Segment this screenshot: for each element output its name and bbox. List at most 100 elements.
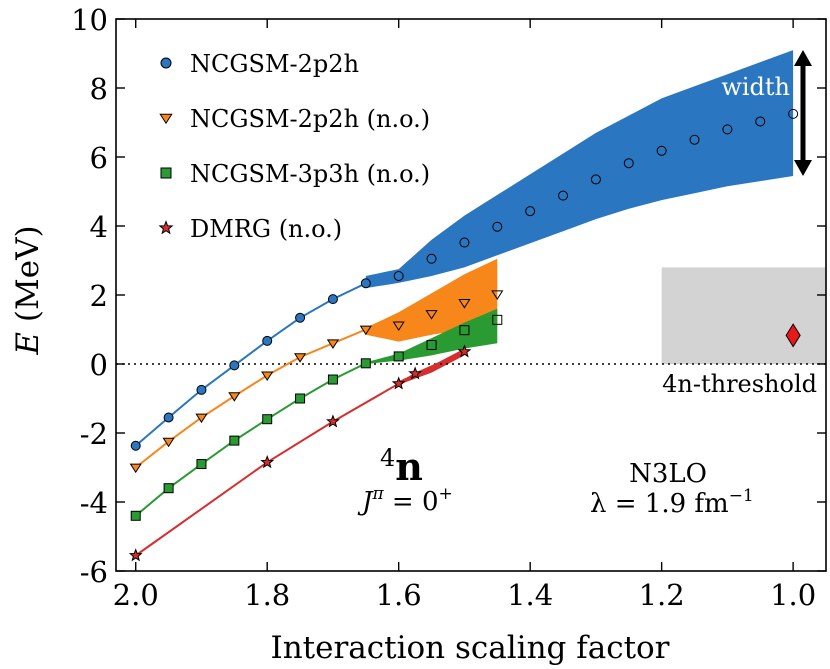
nucleus-symbol: n <box>395 444 423 489</box>
band-ncgsm-3p3h-n-o <box>365 308 498 364</box>
point-ncgsm-3p3h-n-o <box>130 510 141 521</box>
legend-item-ncgsm-3p3h-n-o: NCGSM-3p3h (n.o.) <box>160 160 430 188</box>
interaction-label: N3LO <box>629 459 707 489</box>
experiment-point <box>785 323 801 348</box>
resonance-ncgsm-2p2h <box>558 190 569 201</box>
y-tick-label: 10 <box>71 3 108 37</box>
width-arrow-head-top <box>793 50 812 67</box>
point-ncgsm-2p2h <box>229 360 240 371</box>
x-tick-label: 1.6 <box>376 578 422 612</box>
band-ncgsm-2p2h <box>365 50 794 289</box>
point-dmrg-n-o <box>391 376 406 390</box>
x-tick-label: 1.2 <box>639 578 685 612</box>
legend-marker <box>159 113 173 125</box>
spin-parity-plus: + <box>438 484 452 504</box>
resonance-ncgsm-3p3h-n-o <box>492 314 503 325</box>
point-ncgsm-2p2h <box>295 312 306 323</box>
spin-parity-label: Jπ = 0+ <box>357 484 453 517</box>
resonance-ncgsm-2p2h <box>590 174 601 185</box>
point-dmrg-n-o <box>260 455 275 469</box>
spin-parity-value: = 0 <box>384 487 439 517</box>
legend-label: DMRG (n.o.) <box>190 215 342 243</box>
resonance-ncgsm-2p2h <box>623 158 634 169</box>
y-tick-label: 0 <box>90 348 108 382</box>
y-tick-label: 6 <box>90 141 108 175</box>
resonance-ncgsm-2p2h <box>656 145 667 156</box>
point-ncgsm-3p3h-n-o <box>360 358 371 369</box>
y-tick-label: 2 <box>90 279 108 313</box>
y-tick-label: 8 <box>90 72 108 106</box>
experiment-range-box <box>661 267 826 364</box>
x-tick-label: 1.0 <box>770 578 816 612</box>
threshold-label: 4n-threshold <box>662 370 817 398</box>
resonance-ncgsm-2p2h <box>459 237 470 248</box>
lambda-text: λ = 1.9 fm <box>590 489 729 519</box>
point-dmrg-n-o <box>128 548 143 562</box>
nucleus-label: 4n <box>380 444 423 489</box>
legend-label: NCGSM-3p3h (n.o.) <box>190 160 430 188</box>
band-ncgsm-2p2h-n-o <box>365 258 498 342</box>
width-arrow <box>793 50 812 176</box>
legend-item-ncgsm-2p2h: NCGSM-2p2h <box>160 50 359 78</box>
width-arrow-head-bottom <box>793 159 812 176</box>
resonance-markers <box>392 108 799 351</box>
x-axis-ticks: 2.0 1.8 1.6 1.4 1.2 1.0 <box>113 19 816 612</box>
resonance-ncgsm-2p2h <box>426 253 437 264</box>
point-ncgsm-2p2h <box>393 271 404 282</box>
point-dmrg-n-o <box>408 366 423 380</box>
x-tick-label: 1.4 <box>507 578 553 612</box>
resonance-ncgsm-3p3h-n-o <box>459 325 470 336</box>
width-label: width <box>721 73 790 101</box>
point-ncgsm-2p2h <box>327 294 338 305</box>
point-ncgsm-3p3h-n-o <box>163 483 174 494</box>
resonance-ncgsm-3p3h-n-o <box>426 340 437 351</box>
point-ncgsm-2p2h <box>262 335 273 346</box>
lambda-sup: −1 <box>729 486 754 506</box>
lambda-label: λ = 1.9 fm−1 <box>590 486 754 519</box>
resonance-ncgsm-2p2h <box>492 221 503 232</box>
resonance-ncgsm-2p2h <box>525 206 536 217</box>
point-ncgsm-2p2h-n-o <box>195 413 208 424</box>
y-tick-label: -4 <box>80 486 108 520</box>
legend: NCGSM-2p2h NCGSM-2p2h (n.o.) NCGSM-3p3h (n… <box>158 50 430 243</box>
spin-parity-j: J <box>357 487 374 517</box>
point-ncgsm-3p3h-n-o <box>393 351 404 362</box>
x-axis-label: Interaction scaling factor <box>270 630 669 666</box>
point-ncgsm-2p2h <box>130 440 141 451</box>
point-ncgsm-2p2h-n-o <box>261 371 274 382</box>
resonance-ncgsm-2p2h-n-o <box>425 310 438 320</box>
resonance-ncgsm-2p2h-n-o <box>392 321 405 332</box>
point-ncgsm-2p2h <box>360 278 371 289</box>
point-ncgsm-2p2h-n-o <box>228 392 241 402</box>
resonance-ncgsm-2p2h-n-o <box>491 290 504 300</box>
line-dmrg-n-o <box>135 350 465 557</box>
nucleus-mass: 4 <box>380 444 395 472</box>
y-tick-label: -2 <box>80 417 108 451</box>
point-ncgsm-3p3h-n-o <box>196 459 207 470</box>
y-axis-label-var: E <box>10 332 46 356</box>
resonance-ncgsm-2p2h <box>722 124 733 135</box>
point-ncgsm-2p2h-n-o <box>326 339 340 349</box>
point-ncgsm-2p2h <box>196 384 207 395</box>
legend-marker <box>158 220 174 235</box>
resonance-ncgsm-2p2h <box>755 116 766 127</box>
legend-label: NCGSM-2p2h (n.o.) <box>190 105 430 133</box>
point-dmrg-n-o <box>326 414 340 428</box>
point-ncgsm-2p2h-n-o <box>359 325 372 336</box>
point-ncgsm-2p2h-n-o <box>162 437 175 448</box>
legend-item-dmrg-n-o: DMRG (n.o.) <box>158 215 342 243</box>
point-ncgsm-2p2h-n-o <box>129 463 142 474</box>
legend-marker <box>160 167 172 179</box>
point-ncgsm-2p2h <box>163 412 174 423</box>
point-ncgsm-3p3h-n-o <box>229 435 240 446</box>
resonance-ncgsm-2p2h-n-o <box>458 299 471 309</box>
point-dmrg-n-o <box>457 344 472 358</box>
point-ncgsm-3p3h-n-o <box>327 374 338 385</box>
x-tick-label: 2.0 <box>113 578 159 612</box>
spin-parity-pi: π <box>371 484 384 504</box>
y-axis-label-unit: (MeV) <box>10 225 46 332</box>
resonance-ncgsm-2p2h <box>788 108 799 119</box>
point-ncgsm-2p2h-n-o <box>293 353 307 363</box>
point-ncgsm-3p3h-n-o <box>295 393 306 404</box>
